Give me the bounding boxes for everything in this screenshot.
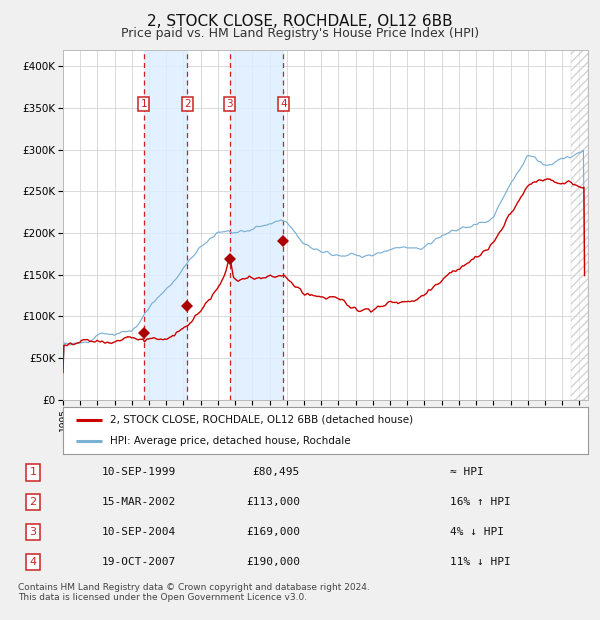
Text: 3: 3 xyxy=(226,99,233,109)
Text: 2, STOCK CLOSE, ROCHDALE, OL12 6BB: 2, STOCK CLOSE, ROCHDALE, OL12 6BB xyxy=(147,14,453,29)
Text: £80,495: £80,495 xyxy=(253,467,300,477)
Text: 11% ↓ HPI: 11% ↓ HPI xyxy=(450,557,511,567)
Text: Price paid vs. HM Land Registry's House Price Index (HPI): Price paid vs. HM Land Registry's House … xyxy=(121,27,479,40)
Text: £113,000: £113,000 xyxy=(246,497,300,507)
Text: 2, STOCK CLOSE, ROCHDALE, OL12 6BB (detached house): 2, STOCK CLOSE, ROCHDALE, OL12 6BB (deta… xyxy=(110,415,413,425)
Text: 4% ↓ HPI: 4% ↓ HPI xyxy=(450,527,504,537)
Bar xyxy=(144,50,187,400)
Text: 19-OCT-2007: 19-OCT-2007 xyxy=(102,557,176,567)
Text: 2: 2 xyxy=(29,497,37,507)
Text: 3: 3 xyxy=(29,527,37,537)
Bar xyxy=(571,50,588,400)
Text: Contains HM Land Registry data © Crown copyright and database right 2024.
This d: Contains HM Land Registry data © Crown c… xyxy=(18,583,370,602)
Text: 10-SEP-2004: 10-SEP-2004 xyxy=(102,527,176,537)
Text: ≈ HPI: ≈ HPI xyxy=(450,467,484,477)
Text: 4: 4 xyxy=(280,99,287,109)
Text: 1: 1 xyxy=(140,99,147,109)
Text: 10-SEP-1999: 10-SEP-1999 xyxy=(102,467,176,477)
Text: 4: 4 xyxy=(29,557,37,567)
Text: 15-MAR-2002: 15-MAR-2002 xyxy=(102,497,176,507)
Text: 2: 2 xyxy=(184,99,190,109)
Text: 1: 1 xyxy=(29,467,37,477)
Bar xyxy=(230,50,283,400)
Text: HPI: Average price, detached house, Rochdale: HPI: Average price, detached house, Roch… xyxy=(110,436,351,446)
Text: £169,000: £169,000 xyxy=(246,527,300,537)
Text: 16% ↑ HPI: 16% ↑ HPI xyxy=(450,497,511,507)
Text: £190,000: £190,000 xyxy=(246,557,300,567)
